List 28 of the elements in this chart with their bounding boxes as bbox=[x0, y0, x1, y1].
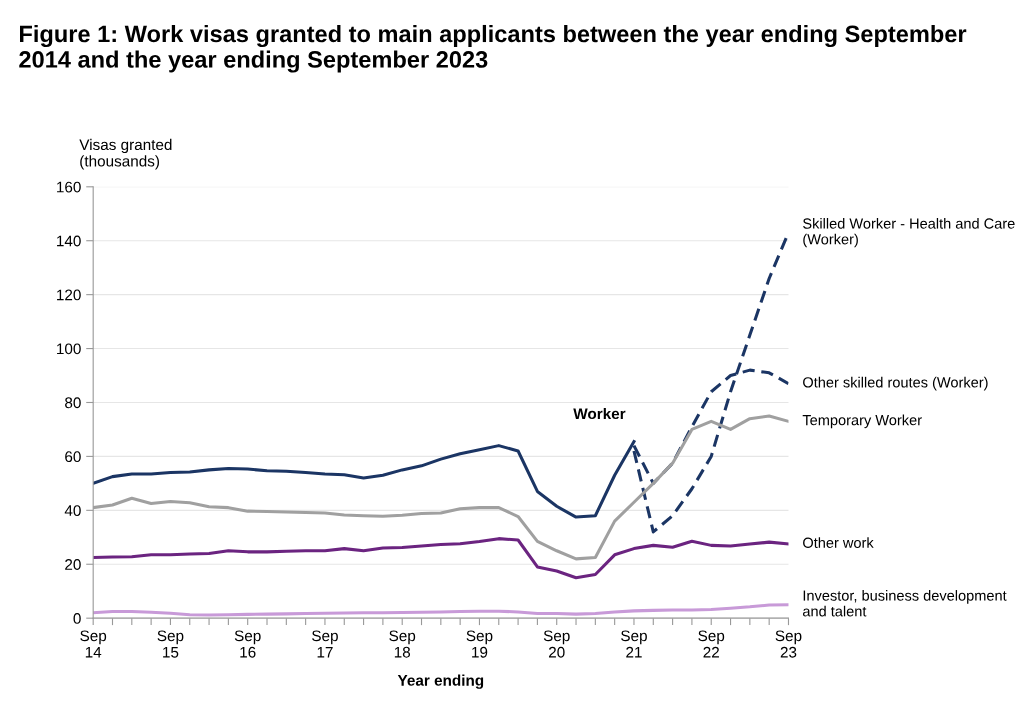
series-label: Other skilled routes (Worker) bbox=[803, 376, 988, 391]
y-tick-label: 120 bbox=[57, 289, 81, 301]
y-tick-label: 40 bbox=[64, 505, 81, 517]
series-label: Worker bbox=[573, 407, 626, 420]
x-tick-label: Sep 19 bbox=[466, 630, 493, 658]
chart-title: Figure 1: Work visas granted to main applicants between the year ending September 2014 and the year ending September 2023 bbox=[19, 24, 967, 73]
x-tick-label: Sep 17 bbox=[312, 630, 338, 658]
y-axis-title: Visas granted (thousands) bbox=[79, 138, 172, 170]
y-tick-label: 80 bbox=[65, 397, 81, 409]
y-tick-label: 160 bbox=[57, 181, 81, 193]
x-tick-label: Sep 15 bbox=[157, 630, 184, 658]
x-tick-label: Sep 16 bbox=[234, 630, 261, 658]
y-tick-label: 0 bbox=[73, 613, 81, 624]
x-axis-title: Year ending bbox=[397, 674, 484, 689]
y-tick-label: 20 bbox=[65, 559, 81, 570]
series-label: Other work bbox=[803, 537, 874, 548]
y-tick-label: 60 bbox=[65, 451, 81, 463]
x-tick-label: Sep 21 bbox=[621, 630, 647, 658]
y-tick-label: 100 bbox=[57, 343, 81, 355]
series-label: Investor, business development and talent bbox=[802, 590, 1007, 617]
x-tick-label: Sep 18 bbox=[389, 630, 416, 658]
x-tick-label: Sep 22 bbox=[698, 630, 725, 658]
series-label: Temporary Worker bbox=[802, 414, 922, 429]
series-label: Skilled Worker - Health and Care (Worker) bbox=[803, 217, 1015, 248]
x-tick-label: Sep 23 bbox=[775, 630, 802, 658]
y-tick-label: 140 bbox=[57, 235, 81, 247]
x-tick-label: Sep 14 bbox=[80, 630, 107, 658]
x-tick-label: Sep 20 bbox=[543, 630, 570, 658]
